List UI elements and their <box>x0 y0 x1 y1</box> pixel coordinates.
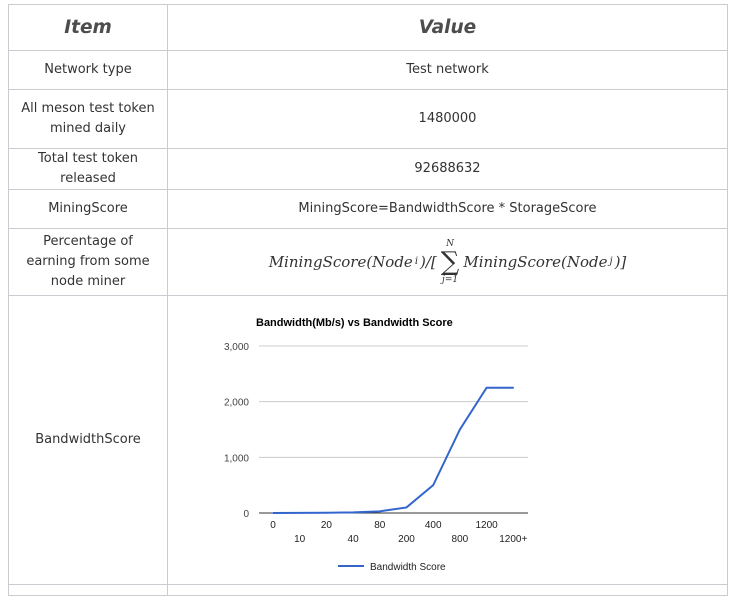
x-tick-label: 1200 <box>475 520 498 531</box>
data-point <box>512 386 515 389</box>
data-point <box>325 511 328 514</box>
sigma-symbol: ∑ <box>440 247 460 277</box>
series-line <box>272 386 514 514</box>
table-row: Total test token released 92688632 <box>8 148 728 190</box>
partial-cell <box>167 584 728 596</box>
formula-mid: )/[ <box>420 253 437 271</box>
formula-right: MiningScore(Node <box>463 253 608 271</box>
info-table: Item Value Network type Test network All… <box>8 4 728 596</box>
y-tick-label: 2,000 <box>224 398 249 409</box>
y-tick-label: 3,000 <box>224 342 249 353</box>
formula-left: MiningScore(Node <box>268 253 413 271</box>
row-value-daily-mined: 1480000 <box>167 89 728 149</box>
row-value-earning-formula: MiningScore(Node i)/[ N ∑ j=1 MiningScore… <box>167 228 728 296</box>
table-row: MiningScore MiningScore=BandwidthScore *… <box>8 189 728 229</box>
data-point <box>432 484 435 486</box>
summation: N ∑ j=1 <box>441 239 460 285</box>
row-value-bandwidth-chart: Bandwidth(Mb/s) vs Bandwidth Score 0 1,000… <box>167 295 728 585</box>
row-value-network-type: Test network <box>167 50 728 90</box>
earning-formula: MiningScore(Node i)/[ N ∑ j=1 MiningScore… <box>269 239 627 285</box>
header-item: Item <box>8 4 168 51</box>
sum-lower-limit: j=1 <box>442 275 459 285</box>
row-label-mining-score: MiningScore <box>8 189 168 229</box>
table-row: All meson test token mined daily 1480000 <box>8 89 728 149</box>
row-label-earning-percentage: Percentage of earning from some node min… <box>8 228 168 296</box>
x-tick-label: 40 <box>348 534 360 545</box>
row-label-daily-mined: All meson test token mined daily <box>8 89 168 149</box>
row-label-total-released: Total test token released <box>8 148 168 190</box>
x-tick-label: 800 <box>452 534 469 545</box>
x-tick-label: 200 <box>398 534 415 545</box>
x-tick-label: 20 <box>321 520 333 531</box>
x-tick-label: 0 <box>270 520 276 531</box>
formula-end: )] <box>614 253 627 271</box>
data-point <box>272 512 274 514</box>
x-tick-label: 80 <box>374 520 386 531</box>
data-point <box>298 512 301 514</box>
bandwidth-chart: Bandwidth(Mb/s) vs Bandwidth Score 0 1,000… <box>224 317 528 573</box>
data-point <box>379 510 381 513</box>
sum-upper-limit: N <box>446 239 454 249</box>
partial-cell <box>8 584 168 596</box>
x-tick-label: 400 <box>425 520 442 531</box>
data-point <box>459 428 461 431</box>
data-point <box>485 386 488 389</box>
formula-sub-j: j <box>609 256 613 267</box>
table-row-partial <box>8 584 728 596</box>
legend-label: Bandwidth Score <box>370 562 446 573</box>
header-row: Item Value <box>8 4 728 51</box>
chart-title: Bandwidth(Mb/s) vs Bandwidth Score <box>256 317 453 329</box>
data-point <box>352 511 354 514</box>
y-tick-label: 1,000 <box>224 453 249 464</box>
row-label-network-type: Network type <box>8 50 168 90</box>
table-row: BandwidthScore Bandwidth(Mb/s) vs Bandwi… <box>8 295 728 585</box>
formula-sub-i: i <box>414 256 419 267</box>
data-point <box>405 506 408 509</box>
table-row: Percentage of earning from some node min… <box>8 228 728 296</box>
y-tick-label: 0 <box>243 509 249 520</box>
x-tick-label: 1200+ <box>499 534 527 545</box>
header-value: Value <box>167 4 728 51</box>
chart-container: Bandwidth(Mb/s) vs Bandwidth Score 0 1,000… <box>168 296 728 584</box>
row-value-total-released: 92688632 <box>167 148 728 190</box>
x-tick-label: 10 <box>294 534 306 545</box>
row-value-mining-score: MiningScore=BandwidthScore * StorageScor… <box>167 189 728 229</box>
table-row: Network type Test network <box>8 50 728 90</box>
row-label-bandwidth-score: BandwidthScore <box>8 295 168 585</box>
